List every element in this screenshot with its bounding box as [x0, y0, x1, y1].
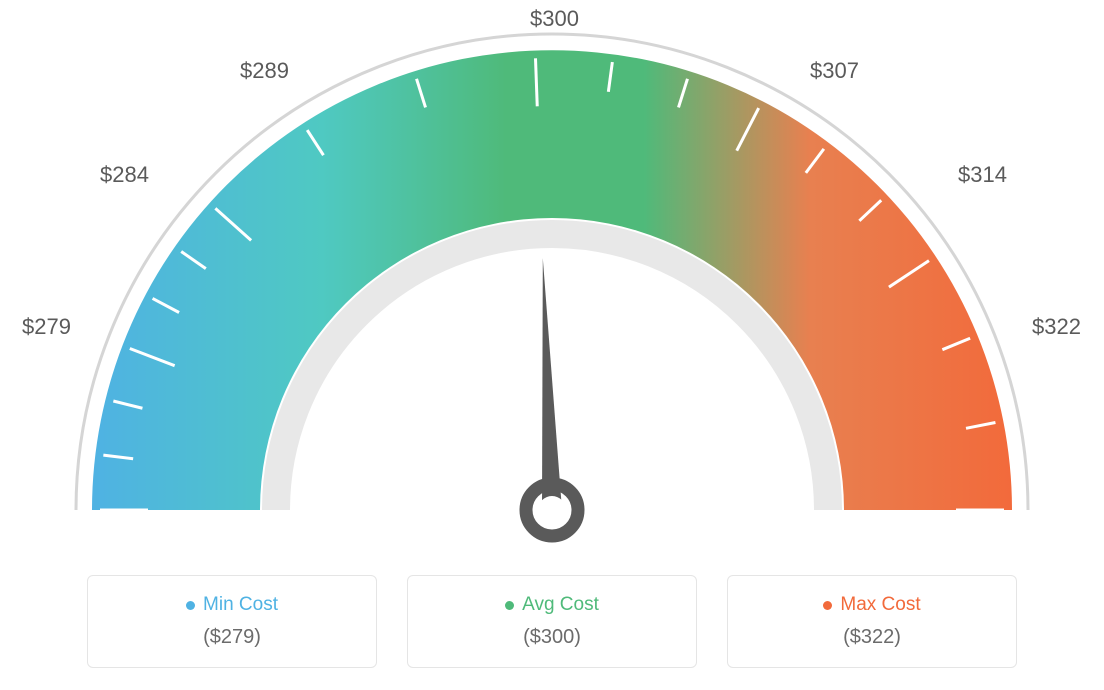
legend-value-avg: ($300) — [428, 626, 676, 649]
dot-icon-min — [186, 601, 195, 610]
gauge-tick-label: $322 — [1032, 314, 1081, 340]
gauge-chart: $279 $284 $289 $300 $307 $314 $322 — [0, 0, 1104, 560]
legend-label-max: Max Cost — [840, 594, 920, 616]
legend-card-avg: Avg Cost ($300) — [407, 575, 697, 668]
gauge-tick-label: $284 — [100, 162, 149, 188]
gauge-tick-label: $307 — [810, 58, 859, 84]
dot-icon-max — [823, 601, 832, 610]
legend-card-max: Max Cost ($322) — [727, 575, 1017, 668]
legend-title-max: Max Cost — [823, 594, 920, 616]
legend-title-avg: Avg Cost — [505, 594, 599, 616]
legend-label-avg: Avg Cost — [522, 594, 599, 616]
dot-icon-avg — [505, 601, 514, 610]
gauge-tick-label: $314 — [958, 162, 1007, 188]
legend-title-min: Min Cost — [186, 594, 278, 616]
gauge-tick-label: $289 — [240, 58, 289, 84]
gauge-svg — [0, 0, 1104, 560]
legend: Min Cost ($279) Avg Cost ($300) Max Cost… — [0, 575, 1104, 668]
gauge-tick-label: $279 — [22, 314, 71, 340]
legend-label-min: Min Cost — [203, 594, 278, 616]
legend-value-min: ($279) — [108, 626, 356, 649]
gauge-tick-label: $300 — [530, 6, 579, 32]
legend-value-max: ($322) — [748, 626, 996, 649]
legend-card-min: Min Cost ($279) — [87, 575, 377, 668]
